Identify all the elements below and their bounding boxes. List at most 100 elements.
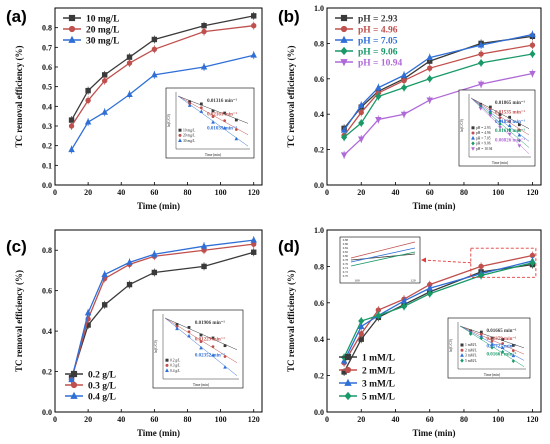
data-point xyxy=(201,23,207,29)
legend-marker xyxy=(68,35,76,43)
inset-rate-annotation: 0.01906 min⁻¹ xyxy=(195,320,225,326)
inset-kinetics: Time (min) ln(C/C0) 10 mg/L 20 mg/L30 mg/L 0… xyxy=(165,87,255,159)
legend-marker xyxy=(70,381,78,389)
inset-point xyxy=(501,342,505,345)
data-point xyxy=(85,97,91,104)
data-point xyxy=(200,242,208,249)
x-tick-label: 80 xyxy=(183,415,191,424)
data-point xyxy=(529,30,536,38)
legend-marker xyxy=(68,25,76,33)
panel-label: (c) xyxy=(6,237,27,256)
inset-legend-marker xyxy=(178,128,182,132)
inset-point xyxy=(222,126,227,130)
inset-y-label: ln(C/C0) xyxy=(167,113,171,127)
data-point xyxy=(250,236,257,243)
x-tick-label: 60 xyxy=(150,188,158,197)
inset-legend-marker xyxy=(178,133,182,137)
y-tick-label: 0.3 xyxy=(42,122,52,131)
inset-point xyxy=(223,119,227,123)
inset-point xyxy=(488,114,493,118)
data-point xyxy=(151,46,158,52)
zoom-y-tick: 0.76 xyxy=(343,262,349,266)
inset-legend-marker xyxy=(471,126,475,130)
inset-point xyxy=(501,349,505,354)
legend-marker xyxy=(70,370,78,378)
legend: 10 mg/L20 mg/L30 mg/L xyxy=(63,14,120,46)
inset-legend-label: 0.2 g/L xyxy=(170,358,180,362)
x-tick-label: 100 xyxy=(492,415,504,424)
inset-legend-label: 0.4 g/L xyxy=(170,369,180,373)
x-tick-label: 80 xyxy=(183,188,191,197)
y-tick-label: 0.0 xyxy=(42,408,52,417)
inset-legend-label: pH = 2.93 xyxy=(476,126,491,130)
inset-legend-label: pH = 4.96 xyxy=(476,131,491,135)
plot-frame xyxy=(54,229,263,413)
inset-point xyxy=(507,123,512,127)
inset-point xyxy=(479,336,483,341)
inset-point xyxy=(501,337,505,341)
data-point xyxy=(426,75,433,83)
inset-rate-annotation: 0.01039 min⁻¹ xyxy=(207,125,237,131)
inset-point xyxy=(187,325,191,329)
zoom-y-tick: 0.74 xyxy=(343,266,349,270)
legend-label: 5 mM/L xyxy=(362,392,395,402)
panel-label: (a) xyxy=(6,7,27,26)
data-point xyxy=(358,109,364,116)
data-point xyxy=(427,65,433,71)
y-tick-label: 0.0 xyxy=(314,408,324,417)
inset-point xyxy=(234,118,238,122)
inset-legend-marker xyxy=(178,138,182,142)
inset-point xyxy=(517,144,522,148)
data-point xyxy=(251,13,257,19)
data-point xyxy=(85,87,91,94)
inset-point xyxy=(511,344,515,347)
inset-point xyxy=(211,336,215,340)
inset-rate-annotation: 0.01535 min⁻¹ xyxy=(495,109,525,115)
inset-point xyxy=(199,102,203,106)
data-point xyxy=(151,71,158,78)
inset-point xyxy=(498,116,502,120)
data-point xyxy=(101,72,108,78)
data-point xyxy=(126,90,133,98)
zoom-y-tick: 0.86 xyxy=(343,242,349,246)
zoom-region-box xyxy=(470,247,537,278)
y-tick-label: 0.0 xyxy=(42,181,52,190)
inset-point xyxy=(508,120,512,123)
data-point xyxy=(68,123,75,129)
inset-point xyxy=(211,353,215,357)
inset-point xyxy=(511,359,515,364)
data-point xyxy=(477,41,485,48)
inset-point xyxy=(199,109,204,113)
inset-rate-annotation: 0.01665 min⁻¹ xyxy=(487,328,517,334)
inset-rate-annotation: 0.01379 min⁻¹ xyxy=(487,336,517,342)
inset-point xyxy=(490,339,494,343)
data-point xyxy=(357,322,365,329)
data-point xyxy=(358,119,365,127)
inset-legend-marker xyxy=(471,147,475,151)
data-point xyxy=(477,81,485,88)
legend: 0.2 g/L0.3 g/L0.4 g/L xyxy=(65,370,116,402)
inset-y-label: ln(C/C0) xyxy=(154,339,158,353)
inset-rate-annotation: 0.01832 min⁻¹ xyxy=(495,119,525,125)
legend-marker xyxy=(340,35,348,43)
inset-rate-annotation: 0.01661 min⁻¹ xyxy=(487,351,517,357)
x-tick-label: 20 xyxy=(357,415,365,424)
legend-label: pH = 4.96 xyxy=(358,25,398,35)
y-tick-label: 1.0 xyxy=(314,4,324,13)
inset-y-label: ln(C/C0) xyxy=(460,118,464,132)
data-point xyxy=(126,60,133,66)
legend-label: 10 mg/L xyxy=(86,14,120,24)
data-point xyxy=(126,281,133,288)
legend-label: 0.2 g/L xyxy=(88,370,116,380)
legend-label: 1 mM/L xyxy=(362,353,395,363)
plot-frame xyxy=(326,229,542,413)
x-tick-label: 40 xyxy=(391,415,399,424)
zoom-y-tick: 0.78 xyxy=(343,258,349,262)
data-point xyxy=(201,263,207,270)
legend-label: 20 mg/L xyxy=(86,25,120,35)
data-point xyxy=(200,63,208,70)
data-point xyxy=(426,290,433,298)
y-tick-label: 0.2 xyxy=(42,368,52,377)
